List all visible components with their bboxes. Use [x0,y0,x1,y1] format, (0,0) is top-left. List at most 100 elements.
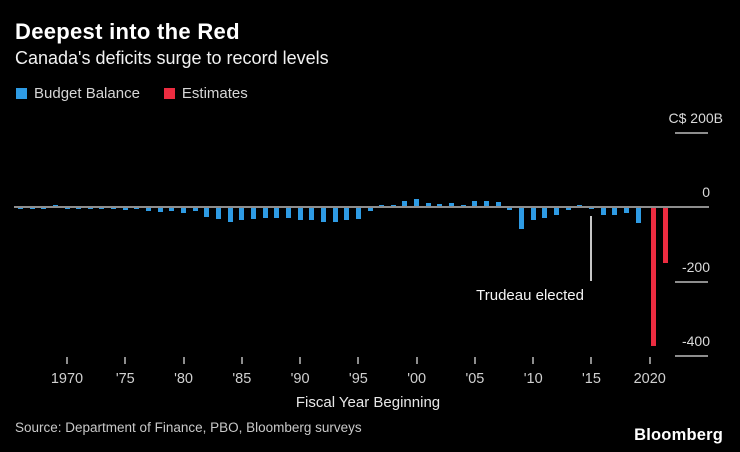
x-axis-tick [182,357,185,364]
bar-2003 [449,202,455,206]
bar-1999 [402,200,408,206]
bar-2007 [495,202,501,206]
x-axis-title: Fiscal Year Beginning [295,394,441,411]
x-axis-tick [473,357,476,364]
chart-title: Deepest into the Red [15,19,240,44]
bar-2021 [662,208,668,263]
bar-1973 [99,208,105,209]
x-axis-tick [66,357,68,364]
chart-subtitle: Canada's deficits surge to record levels [15,48,329,68]
x-axis-tick [299,357,302,364]
bar-1990 [297,208,303,220]
legend-swatch [16,88,27,99]
x-axis-tick-label: '15 [582,371,601,387]
x-axis-tick-label: 2020 [633,371,666,387]
bar-2009 [519,208,525,229]
bar-2020 [651,208,657,346]
x-axis-tick [124,357,127,364]
bar-1971 [76,208,82,209]
bar-1966 [17,208,23,209]
bar-1967 [29,208,35,209]
bar-1981 [192,208,198,211]
bar-2016 [600,208,606,216]
legend-swatch [163,88,175,99]
bar-2015 [588,208,594,209]
y-axis-label: C$ 200B [668,109,723,126]
bar-1983 [216,208,221,219]
y-axis-tick [675,355,708,357]
x-axis-tick [648,357,651,364]
x-axis-tick-label: '10 [523,371,543,387]
y-axis-label: -200 [681,258,710,275]
x-axis-tick [357,357,360,364]
x-axis-tick-label: '95 [348,371,368,387]
bar-1980 [181,208,187,214]
bar-2012 [554,208,559,215]
bar-2004 [460,205,466,206]
y-axis-tick [675,280,708,283]
bar-2017 [612,208,618,216]
y-axis-tick [675,131,708,134]
x-axis-tick [415,357,418,364]
bar-1997 [379,204,385,206]
bar-2013 [565,208,571,210]
bar-1970 [64,208,70,209]
legend-label: Estimates [181,85,248,102]
bar-2014 [577,205,583,206]
annotation-line [590,216,592,281]
bar-1978 [157,208,163,213]
source-text: Source: Department of Finance, PBO, Bloo… [15,420,362,435]
legend: Budget Balance Estimates [16,85,248,102]
bar-1969 [52,205,58,206]
annotation-label: Trudeau elected [476,287,584,304]
bar-2005 [472,201,478,206]
bar-1968 [41,208,47,209]
legend-item: Estimates [163,85,248,102]
bar-1989 [285,208,291,219]
bar-1987 [262,208,268,219]
x-axis-tick-label: '75 [115,371,135,387]
x-axis-tick-label: '00 [407,371,427,387]
bar-1991 [309,208,315,221]
bar-1982 [204,208,210,218]
bar-2008 [507,208,513,211]
y-axis-label: 0 [702,184,710,200]
zero-baseline [14,206,709,208]
bar-1984 [227,208,233,222]
x-axis-tick-label: '80 [174,371,193,387]
bar-2010 [530,208,536,221]
bar-2006 [484,200,490,206]
bar-1975 [122,208,128,211]
bar-2001 [425,203,431,206]
bar-2011 [542,208,548,218]
bar-1972 [87,208,93,209]
bar-1985 [239,208,245,221]
bar-2018 [623,208,629,214]
bar-2000 [414,198,420,206]
legend-label: Budget Balance [34,85,140,102]
bar-1976 [134,208,140,210]
x-axis-tick [590,357,593,364]
bar-1994 [344,208,350,221]
bar-2002 [437,203,443,206]
x-axis-tick-label: '05 [465,371,485,387]
y-axis-label: -400 [681,333,710,349]
bar-1996 [367,208,373,212]
x-axis-tick [532,357,535,364]
bloomberg-logo: Bloomberg [634,426,723,444]
bar-1977 [146,208,152,211]
legend-item: Budget Balance [16,85,140,102]
bar-1986 [250,208,256,220]
bar-1974 [111,208,117,209]
x-axis-tick-label: 1970 [50,371,84,387]
bar-1995 [355,208,361,219]
x-axis-tick-label: '85 [232,371,252,387]
x-axis-tick [240,357,243,364]
bar-1979 [169,208,175,212]
bar-1992 [320,208,326,223]
bar-1993 [332,208,338,223]
bar-2019 [635,208,641,223]
bar-1988 [274,208,280,219]
